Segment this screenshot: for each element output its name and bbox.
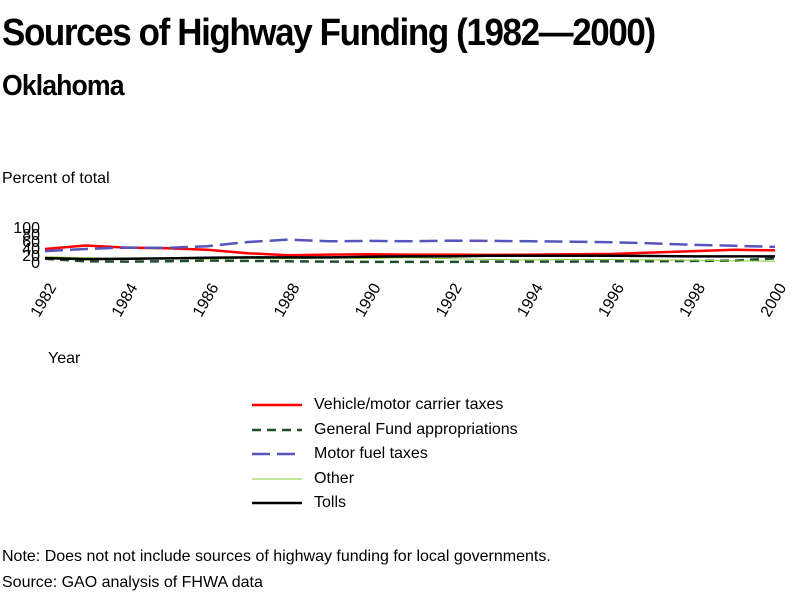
y-axis-label: Percent of total [2,170,110,187]
x-tick-label: 1984 [109,281,142,320]
x-tick-label: 1998 [677,281,710,320]
series-line-vehicle-motor-carrier-taxes [44,244,776,257]
legend-label: Vehicle/motor carrier taxes [314,396,504,414]
x-tick-label: 2000 [758,281,791,320]
y-tick-label: 0 [31,255,40,272]
legend-item-tolls: Tolls [252,491,518,516]
y-tick-label: 20 [22,248,40,265]
chart-legend: Vehicle/motor carrier taxes General Fund … [252,393,518,516]
series-line-general-fund-appropriations [44,257,776,264]
y-tick-label: 80 [22,227,40,244]
legend-swatch [252,424,302,436]
y-tick-label: 100 [13,220,40,237]
series-line-motor-fuel-taxes [44,238,776,253]
legend-label: Tolls [314,494,347,512]
x-tick-label: 1992 [433,281,466,320]
legend-item-vehicle-motor-carrier-taxes: Vehicle/motor carrier taxes [252,393,518,418]
x-tick-label: 1996 [596,281,629,320]
y-tick-label: 60 [22,234,40,251]
chart-subtitle: Oklahoma [2,70,125,102]
x-tick-label: 1994 [514,281,547,320]
y-tick-label: 40 [22,241,40,258]
chart-title: Sources of Highway Funding (1982—2000) [2,12,656,54]
x-tick-label: 1986 [190,281,223,320]
x-tick-label: 1982 [28,281,61,320]
series-line-tolls [44,254,775,261]
x-tick-label: 1988 [271,281,304,320]
legend-label: General Fund appropriations [314,420,518,438]
legend-label: Other [314,469,355,487]
legend-item-motor-fuel-taxes: Motor fuel taxes [252,442,518,467]
chart-source: Source: GAO analysis of FHWA data [2,574,263,591]
legend-item-general-fund-appropriations: General Fund appropriations [252,418,518,443]
x-axis-label: Year [48,350,81,367]
legend-swatch [252,497,302,509]
legend-swatch [252,473,302,485]
legend-swatch [252,399,302,411]
chart-note: Note: Does not not include sources of hi… [2,548,551,565]
legend-item-other: Other [252,467,518,492]
x-tick-label: 1990 [352,281,385,320]
legend-swatch [252,448,302,460]
legend-label: Motor fuel taxes [314,445,428,463]
